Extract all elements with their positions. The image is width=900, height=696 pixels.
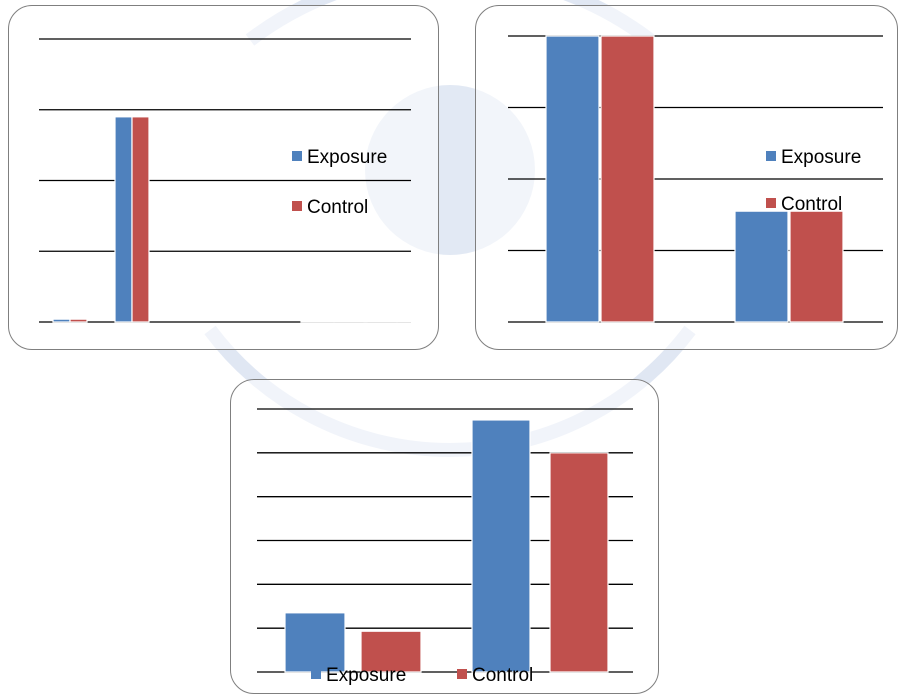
bar-chart-3: Exposure Control	[257, 408, 633, 686]
bar-control-4	[396, 320, 431, 323]
bar-control-1	[360, 630, 422, 673]
bar-exposure-1	[52, 318, 71, 323]
legend-label-exposure: Exposure	[781, 147, 861, 168]
bar-exposure-2	[734, 210, 789, 323]
bar-control-3	[333, 320, 368, 323]
chart-panel-2: Exposure Control	[475, 5, 898, 350]
legend-label-control: Control	[781, 194, 842, 215]
legend-swatch-exposure	[766, 151, 776, 161]
bar-exposure-2	[471, 419, 531, 673]
chart-panel-3: Exposure Control	[230, 379, 659, 694]
bar-control-1	[69, 318, 88, 323]
bar-control-2	[549, 452, 609, 673]
legend-label-control: Control	[472, 665, 533, 686]
legend-swatch-control	[457, 669, 467, 679]
bar-control-1	[600, 35, 655, 323]
bar-control-2	[131, 116, 150, 323]
chart-panel-1: Exposure Control	[8, 5, 439, 350]
legend-swatch-exposure	[292, 151, 302, 161]
bar-exposure-1	[545, 35, 600, 323]
bar-exposure-4	[363, 320, 398, 323]
bar-exposure-1	[284, 612, 346, 673]
legend-label-exposure: Exposure	[326, 665, 406, 686]
legend-swatch-control	[766, 198, 776, 208]
legend-swatch-exposure	[311, 669, 321, 679]
legend-label-exposure: Exposure	[307, 147, 387, 168]
bar-chart-1: Exposure Control	[39, 38, 431, 323]
bar-exposure-3	[300, 320, 335, 323]
legend-label-control: Control	[307, 197, 368, 218]
bar-exposure-2	[114, 116, 133, 323]
bar-chart-2: Exposure Control	[508, 35, 883, 323]
bar-control-2	[789, 210, 844, 323]
legend-swatch-control	[292, 201, 302, 211]
